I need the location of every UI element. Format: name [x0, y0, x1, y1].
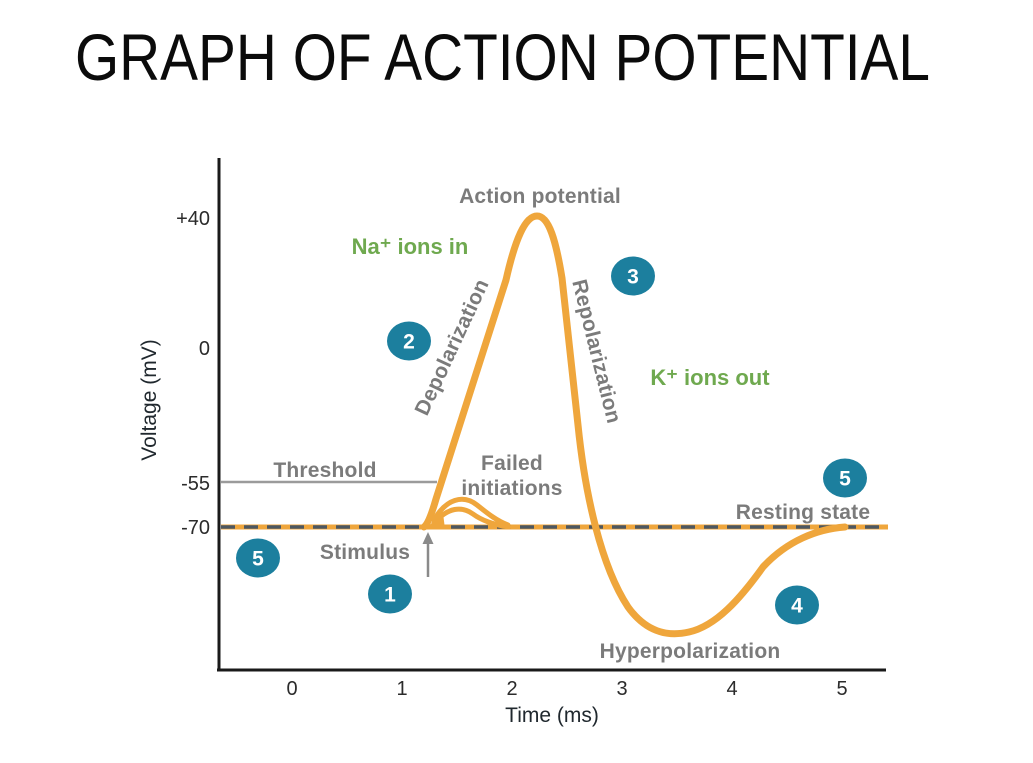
- step-marker-1: 1: [368, 574, 412, 614]
- step-marker-circle: [823, 458, 867, 498]
- step-marker-number: 3: [627, 266, 639, 289]
- y-axis-title: Voltage (mV): [138, 339, 161, 460]
- step-marker-number: 1: [384, 584, 396, 607]
- step-marker-3: 3: [611, 256, 655, 296]
- step-marker-4: 4: [775, 585, 819, 625]
- page-title: GRAPH OF ACTION POTENTIAL: [75, 20, 930, 94]
- step-marker-circle: [368, 574, 412, 614]
- label-hyperpolarization: Hyperpolarization: [600, 640, 781, 663]
- x-tick-0: 0: [286, 678, 297, 700]
- step-marker-circle: [611, 256, 655, 296]
- label-k-ions-out: K⁺ ions out: [650, 365, 770, 390]
- y-tick-plus40: +40: [176, 208, 210, 230]
- label-resting-state: Resting state: [736, 501, 870, 524]
- x-tick-4: 4: [726, 678, 737, 700]
- step-marker-number: 2: [403, 331, 415, 354]
- x-tick-2: 2: [506, 678, 517, 700]
- step-marker-circle: [387, 321, 431, 361]
- step-marker-number: 5: [252, 548, 264, 571]
- x-tick-3: 3: [616, 678, 627, 700]
- y-tick-minus55: -55: [181, 473, 210, 495]
- label-threshold: Threshold: [273, 459, 376, 482]
- action-potential-curve: [420, 212, 849, 638]
- label-failed-line2: initiations: [461, 477, 562, 500]
- step-marker-2: 2: [387, 321, 431, 361]
- step-marker-number: 5: [839, 468, 851, 491]
- failed-initiation-curve-2: [431, 506, 512, 530]
- x-tick-5: 5: [836, 678, 847, 700]
- label-stimulus: Stimulus: [320, 541, 410, 564]
- step-marker-5-left: 5: [236, 538, 280, 578]
- step-marker-number: 4: [791, 595, 803, 618]
- y-tick-0: 0: [199, 338, 210, 360]
- step-marker-5-right: 5: [823, 458, 867, 498]
- label-failed-line1: Failed: [481, 452, 543, 475]
- step-marker-circle: [236, 538, 280, 578]
- x-axis-title: Time (ms): [505, 704, 599, 727]
- step-marker-circle: [775, 585, 819, 625]
- failed-initiation-arrowhead-icon: [425, 513, 445, 529]
- y-tick-minus70: -70: [181, 517, 210, 539]
- stimulus-arrowhead-icon: [422, 532, 434, 544]
- failed-initiation-curve-1: [431, 496, 511, 528]
- label-na-ions-in: Na⁺ ions in: [352, 234, 469, 259]
- label-action-potential: Action potential: [459, 185, 621, 208]
- x-tick-1: 1: [396, 678, 407, 700]
